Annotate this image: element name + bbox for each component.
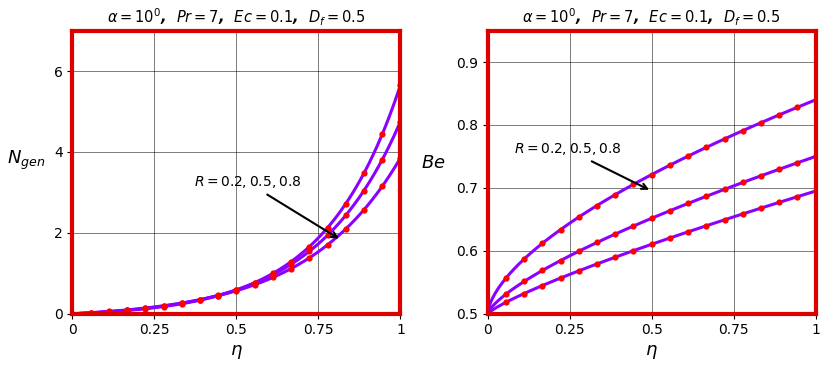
Title: $\alpha = 10^0$,  $Pr = 7$,  $Ec = 0.1$,  $D_f= 0.5$: $\alpha = 10^0$, $Pr = 7$, $Ec = 0.1$, $…: [523, 7, 781, 28]
X-axis label: $\eta$: $\eta$: [230, 343, 243, 361]
Text: $R = 0.2, 0.5, 0.8$: $R = 0.2, 0.5, 0.8$: [194, 174, 337, 237]
Title: $\alpha = 10^0$,  $Pr = 7$,  $Ec = 0.1$,  $D_f= 0.5$: $\alpha = 10^0$, $Pr = 7$, $Ec = 0.1$, $…: [108, 7, 366, 28]
X-axis label: $\eta$: $\eta$: [645, 343, 658, 361]
Y-axis label: $N_{gen}$: $N_{gen}$: [7, 149, 45, 172]
Text: $R = 0.2, 0.5, 0.8$: $R = 0.2, 0.5, 0.8$: [514, 141, 647, 189]
Y-axis label: $Be$: $Be$: [422, 154, 446, 172]
